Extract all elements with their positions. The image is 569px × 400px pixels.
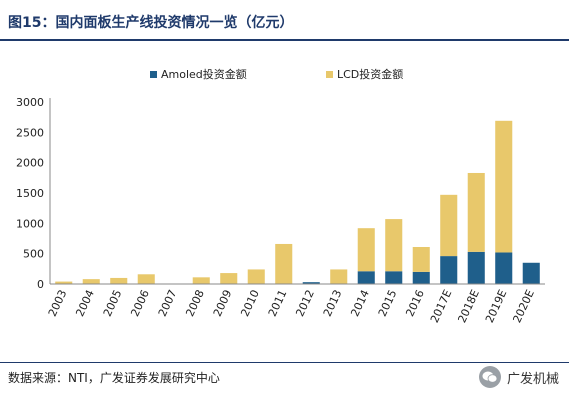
title-divider <box>0 39 569 41</box>
bar-segment <box>495 120 513 253</box>
bar-segment <box>467 251 485 284</box>
x-tick-label: 2011 <box>266 288 290 319</box>
x-tick-label: 2010 <box>238 288 262 319</box>
wechat-icon <box>478 366 501 388</box>
bar-segment <box>330 269 348 284</box>
brand-badge: 广发机械 <box>478 364 559 390</box>
x-tick-label: 2018E <box>455 288 482 325</box>
bar-segment <box>55 281 73 284</box>
x-tick-label: 2013 <box>321 288 345 319</box>
x-tick-label: 2007 <box>156 288 180 319</box>
bar-segment <box>192 277 210 284</box>
bar-segment <box>357 228 375 272</box>
x-tick-label: 2003 <box>46 288 70 319</box>
x-tick-label: 2019E <box>483 288 510 325</box>
bar-segment <box>440 194 458 257</box>
bar-segment <box>357 271 375 284</box>
y-tick-label: 2000 <box>16 157 44 170</box>
y-tick-label: 1000 <box>16 217 44 230</box>
bar-segment <box>110 277 128 284</box>
x-tick-label: 2008 <box>183 288 207 319</box>
bar-segment <box>220 273 238 284</box>
y-tick-label: 500 <box>23 248 44 261</box>
x-tick-label: 2006 <box>128 288 152 319</box>
bar-segment <box>440 256 458 284</box>
legend-swatch <box>150 71 157 78</box>
bar-segment <box>82 279 100 284</box>
bar-segment <box>412 246 430 272</box>
chart-area: Amoled投资金额 LCD投资金额 0 500 1000 1500 2000 2500 300… <box>0 44 569 362</box>
y-tick-label: 0 <box>37 278 44 291</box>
x-tick-label: 2017E <box>428 288 455 325</box>
bar-segment <box>302 282 320 284</box>
source-note: 数据来源：NTI，广发证券发展研究中心 <box>8 371 220 385</box>
legend-label: Amoled投资金额 <box>161 67 247 81</box>
footer-divider <box>0 362 569 363</box>
bar-segment <box>385 219 403 272</box>
x-tick-label: 2004 <box>73 288 97 319</box>
bar-segment <box>137 274 155 284</box>
bar-segment <box>495 252 513 284</box>
legend-swatch <box>326 71 333 78</box>
bar-segment <box>247 269 265 284</box>
x-tick-label: 2009 <box>211 288 235 319</box>
bar-segment <box>385 271 403 284</box>
title-bar: 图15：国内面板生产线投资情况一览（亿元） <box>0 0 569 44</box>
x-tick-label: 2016 <box>403 288 427 319</box>
bar-chart: Amoled投资金额 LCD投资金额 0 500 1000 1500 2000 2500 300… <box>16 67 545 325</box>
bar-segment <box>412 271 430 284</box>
page-title: 图15：国内面板生产线投资情况一览（亿元） <box>8 15 294 31</box>
y-tick-label: 1500 <box>16 187 44 200</box>
x-tick-label: 2020E <box>510 288 537 325</box>
x-tick-label: 2005 <box>101 288 125 319</box>
x-tick-label: 2015 <box>376 288 400 319</box>
bar-segment <box>275 243 293 284</box>
bar-segment <box>467 172 485 252</box>
legend-label: LCD投资金额 <box>337 67 403 81</box>
x-tick-label: 2012 <box>293 288 317 319</box>
y-tick-label: 3000 <box>16 96 44 109</box>
bar-segment <box>522 262 540 284</box>
y-tick-label: 2500 <box>16 126 44 139</box>
x-tick-label: 2014 <box>348 288 372 319</box>
brand-name: 广发机械 <box>506 371 559 387</box>
